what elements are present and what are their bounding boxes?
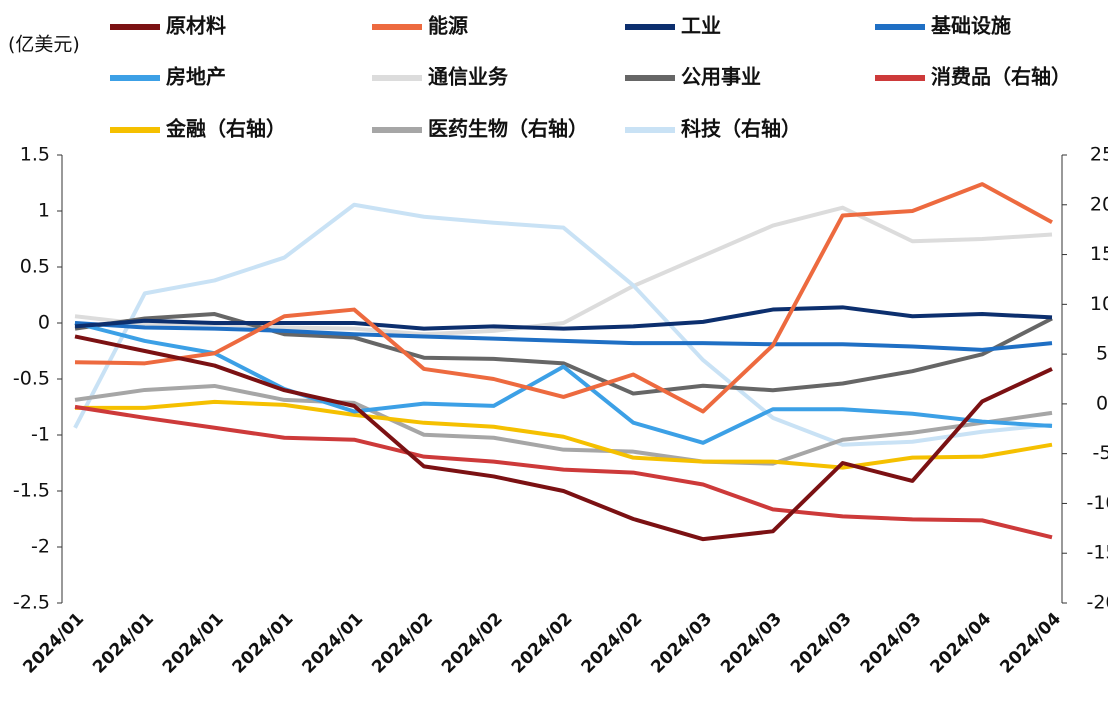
series-line: [74, 305, 1053, 331]
y-tick-label: 1: [38, 200, 50, 222]
series-line: [74, 205, 1053, 337]
y2-tick-label: -20: [1086, 592, 1108, 614]
x-tick-label: 2024/03: [717, 609, 786, 678]
legend-label: 基础设施: [931, 14, 1011, 38]
x-tick-label: 2024/01: [298, 609, 367, 678]
x-tick-label: 2024/01: [19, 609, 88, 678]
x-tick-label: 2024/03: [647, 609, 716, 678]
legend-label: 公用事业: [681, 65, 761, 89]
series-line: [74, 404, 1053, 540]
legend-label: 原材料: [166, 14, 226, 38]
x-tick-label: 2024/01: [89, 609, 158, 678]
legend-label: 房地产: [166, 65, 226, 89]
legend-label: 科技（右轴）: [681, 117, 801, 141]
series-line: [74, 321, 1053, 445]
y2-tick-label: 25: [1090, 144, 1108, 166]
y2-tick-label: 5: [1096, 343, 1108, 365]
series-line: [74, 321, 1053, 352]
y-tick-label: -1: [31, 424, 50, 446]
legend-label: 消费品（右轴）: [931, 65, 1071, 89]
x-tick-label: 2024/01: [159, 609, 228, 678]
x-tick-label: 2024/03: [787, 609, 856, 678]
legend-label: 医药生物（右轴）: [428, 117, 588, 141]
x-tick-label: 2024/01: [229, 609, 298, 678]
y2-tick-label: 20: [1090, 193, 1108, 215]
x-tick-label: 2024/03: [857, 609, 926, 678]
series-line: [74, 312, 1053, 396]
y-tick-label: -2.5: [13, 592, 50, 614]
x-tick-label: 2024/02: [368, 609, 437, 678]
series-line: [74, 182, 1053, 414]
series-line: [74, 334, 1053, 542]
y2-tick-label: 15: [1090, 243, 1108, 265]
legend-label: 通信业务: [428, 65, 509, 89]
y2-tick-label: 10: [1090, 293, 1108, 315]
y-tick-label: 0: [38, 312, 50, 334]
legend-label: 工业: [681, 14, 721, 38]
x-tick-label: 2024/04: [996, 609, 1065, 678]
y-tick-label: 0.5: [20, 256, 50, 278]
y2-tick-label: -10: [1086, 492, 1108, 514]
legend-label: 金融（右轴）: [165, 117, 286, 141]
series-line: [74, 383, 1053, 466]
y-axis-label: (亿美元): [8, 34, 80, 56]
series-line: [75, 399, 1053, 470]
y-tick-label: -1.5: [13, 480, 50, 502]
x-tick-label: 2024/02: [508, 609, 577, 678]
x-tick-label: 2024/02: [578, 609, 647, 678]
y-tick-label: -0.5: [13, 368, 50, 390]
series-line: [73, 202, 1053, 447]
y2-tick-label: -15: [1086, 542, 1108, 564]
x-tick-label: 2024/04: [927, 609, 996, 678]
y-tick-label: -2: [31, 536, 50, 558]
x-tick-label: 2024/02: [438, 609, 507, 678]
y-tick-label: 1.5: [20, 144, 50, 166]
y2-tick-label: -5: [1093, 442, 1108, 464]
y2-tick-label: 0: [1096, 392, 1108, 414]
legend-label: 能源: [428, 14, 468, 38]
